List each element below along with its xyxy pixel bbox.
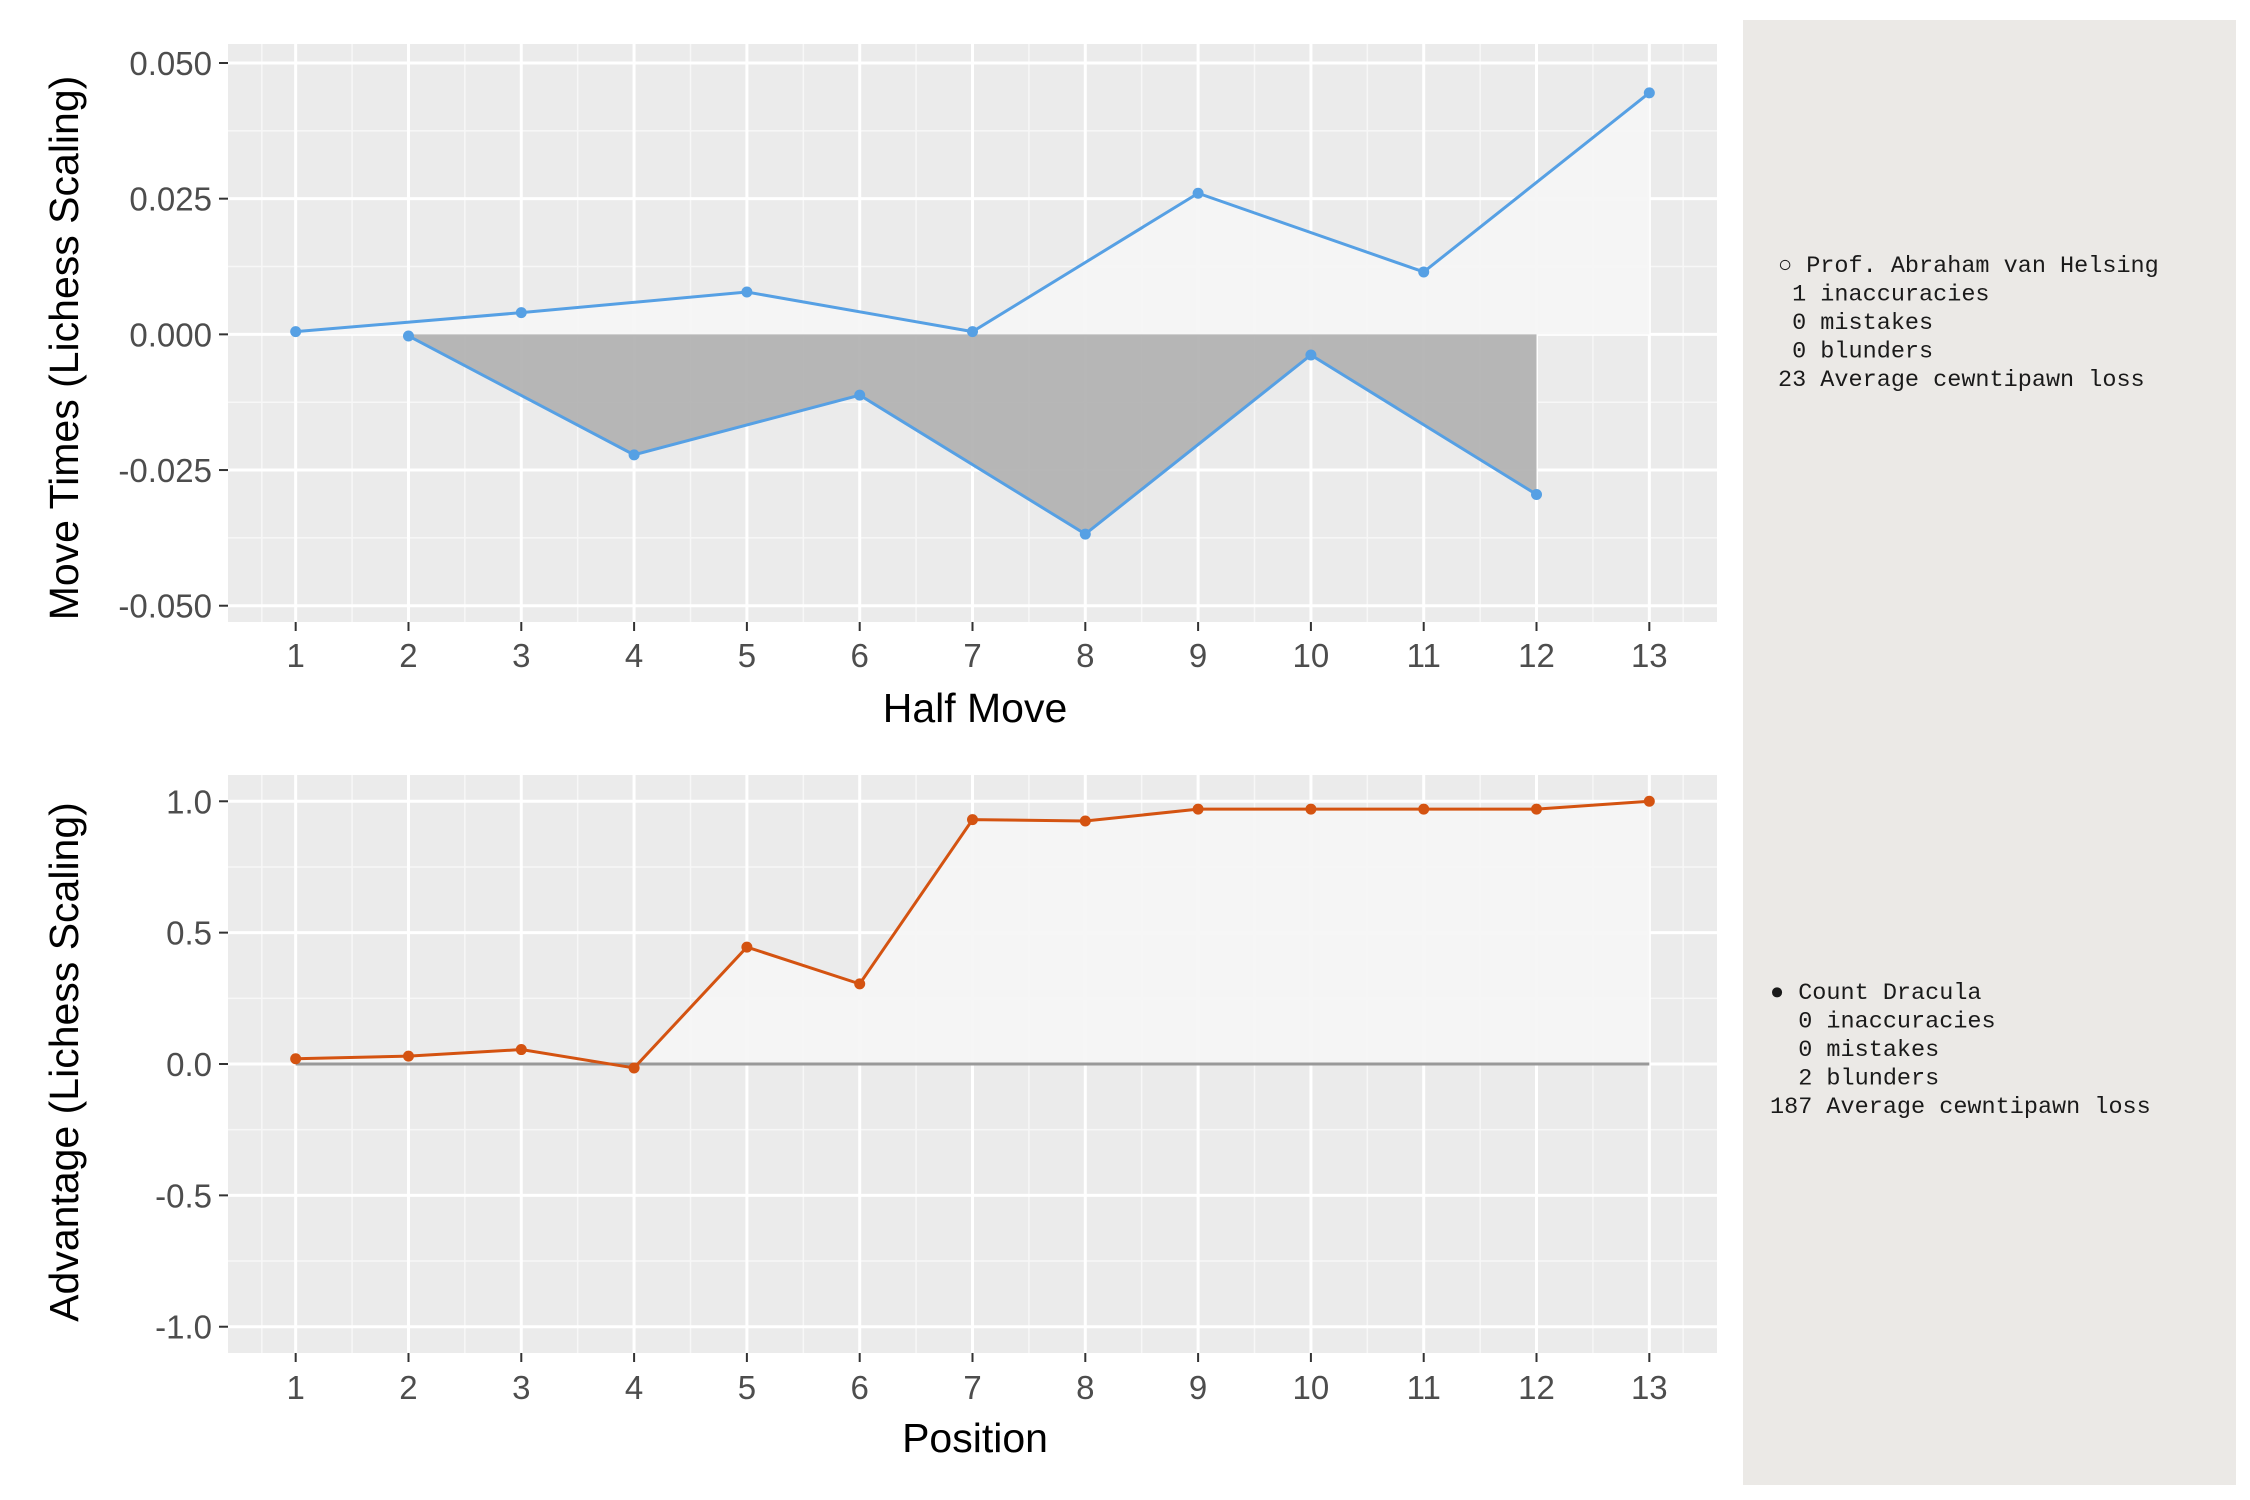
bottom-y-tick-label: -0.5 <box>155 1177 212 1214</box>
point-black-move-4 <box>628 449 640 461</box>
advantage-point-8 <box>1079 815 1091 827</box>
top-x-tick-label: 13 <box>1631 637 1668 674</box>
bottom-x-tick-label: 1 <box>287 1369 305 1406</box>
advantage-point-4 <box>628 1062 640 1074</box>
legend-black-player-line: 2 blunders <box>1770 1066 1939 1093</box>
advantage-point-9 <box>1192 803 1204 815</box>
top-y-tick-label: 0.025 <box>129 181 212 218</box>
top-x-tick-label: 1 <box>287 637 305 674</box>
advantage-point-2 <box>402 1050 414 1062</box>
bottom-panel: 1 2 3 4 5 6 7 8 9 10 11 12 131.00.50.0-0.5-1.0Positi… <box>41 775 1717 1461</box>
legend-black-player-line: 0 inaccuracies <box>1770 1009 1996 1036</box>
point-white-move-13 <box>1643 87 1655 99</box>
bottom-y-tick-label: -1.0 <box>155 1309 212 1346</box>
legend-background <box>1743 20 2236 1485</box>
bottom-x-tick-label: 6 <box>851 1369 869 1406</box>
top-x-tick-label: 8 <box>1076 637 1094 674</box>
point-white-move-5 <box>741 286 753 298</box>
legend-black-player-line: 187 Average cewntipawn loss <box>1770 1094 2151 1121</box>
bottom-x-tick-label: 5 <box>738 1369 756 1406</box>
line-black-player <box>407 334 1538 536</box>
top-y-axis-title: Move Times (Lichess Scaling) <box>41 76 87 621</box>
advantage-point-11 <box>1418 803 1430 815</box>
point-white-move-1 <box>290 326 302 338</box>
top-y-tick-label: -0.025 <box>118 452 212 489</box>
point-black-move-8 <box>1079 528 1091 540</box>
point-black-move-6 <box>854 389 866 401</box>
legend-black-player: ● Count Dracula 0 inaccuracies 0 mistake… <box>1770 980 2151 1121</box>
legend-panel: ○ Prof. Abraham van Helsing 1 inaccuraci… <box>1743 20 2236 1485</box>
point-black-move-2 <box>402 330 414 342</box>
bottom-x-tick-label: 12 <box>1518 1369 1555 1406</box>
advantage-point-7 <box>967 814 978 826</box>
bottom-x-tick-label: 8 <box>1076 1369 1094 1406</box>
legend-white-player: ○ Prof. Abraham van Helsing 1 inaccuraci… <box>1778 253 2159 394</box>
legend-white-player-line: 0 mistakes <box>1778 310 1933 337</box>
advantage-area <box>295 801 1650 1068</box>
point-white-move-3 <box>515 307 527 319</box>
bottom-x-tick-label: 2 <box>399 1369 417 1406</box>
top-x-tick-label: 5 <box>738 637 756 674</box>
bottom-x-tick-label: 3 <box>512 1369 530 1406</box>
top-x-tick-label: 11 <box>1407 637 1441 674</box>
top-x-tick-label: 7 <box>963 637 981 674</box>
legend-black-player-line: 0 mistakes <box>1770 1037 1939 1064</box>
area-white-player <box>295 92 1650 335</box>
bottom-x-tick-label: 10 <box>1293 1369 1330 1406</box>
legend-black-player-line: ● Count Dracula <box>1770 980 1982 1007</box>
bottom-x-axis-title: Position <box>902 1415 1048 1461</box>
advantage-point-5 <box>741 941 753 953</box>
bottom-x-tick-label: 4 <box>625 1369 643 1406</box>
advantage-point-6 <box>854 978 866 990</box>
point-white-move-7 <box>967 326 978 338</box>
top-x-axis-title: Half Move <box>883 685 1068 731</box>
area-black-player <box>408 334 1537 535</box>
bottom-x-tick-label: 9 <box>1189 1369 1207 1406</box>
legend-white-player-line: 0 blunders <box>1778 339 1933 366</box>
top-x-tick-label: 12 <box>1518 637 1555 674</box>
advantage-point-10 <box>1305 803 1317 815</box>
point-black-move-10 <box>1305 349 1317 361</box>
bottom-y-tick-label: 1.0 <box>166 783 212 820</box>
advantage-point-3 <box>515 1044 527 1056</box>
top-x-tick-label: 2 <box>399 637 417 674</box>
top-y-tick-label: 0.000 <box>129 316 212 353</box>
legend-white-player-line: 23 Average cewntipawn loss <box>1778 367 2145 394</box>
top-y-tick-label: 0.050 <box>129 45 212 82</box>
top-y-tick-label: -0.050 <box>118 588 212 625</box>
legend-white-player-line: 1 inaccuracies <box>1778 282 1990 309</box>
point-white-move-9 <box>1192 187 1204 199</box>
top-panel: 1 2 3 4 5 6 7 8 9 10 11 12 130.0500.0250.000-0.025-0… <box>41 44 1717 731</box>
bottom-x-tick-label: 11 <box>1407 1369 1441 1406</box>
bottom-x-tick-label: 7 <box>963 1369 981 1406</box>
top-x-tick-label: 6 <box>851 637 869 674</box>
top-x-tick-label: 3 <box>512 637 530 674</box>
top-x-tick-label: 4 <box>625 637 643 674</box>
legend-white-player-line: ○ Prof. Abraham van Helsing <box>1778 253 2159 280</box>
bottom-y-tick-label: 0.5 <box>166 915 212 952</box>
bottom-y-axis-title: Advantage (Lichess Scaling) <box>41 802 87 1322</box>
advantage-point-12 <box>1531 803 1543 815</box>
bottom-x-tick-label: 13 <box>1631 1369 1668 1406</box>
top-x-tick-label: 10 <box>1293 637 1330 674</box>
advantage-point-13 <box>1643 795 1655 807</box>
top-x-tick-label: 9 <box>1189 637 1207 674</box>
bottom-y-tick-label: 0.0 <box>166 1046 212 1083</box>
point-white-move-11 <box>1418 266 1430 278</box>
point-black-move-12 <box>1531 488 1543 500</box>
advantage-point-1 <box>290 1053 302 1065</box>
